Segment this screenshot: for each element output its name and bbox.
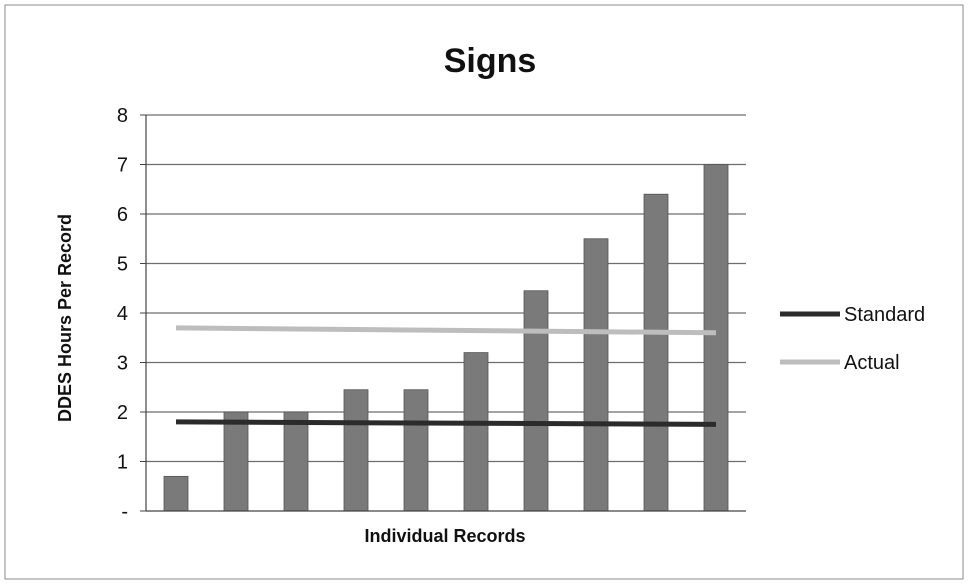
bar xyxy=(583,238,609,512)
series-line-actual xyxy=(175,325,717,336)
y-tick-label: 7 xyxy=(117,155,128,177)
reference-lines xyxy=(175,325,717,427)
series-line-standard xyxy=(175,419,717,427)
bar xyxy=(283,411,309,512)
y-tick-label: 4 xyxy=(117,303,128,325)
bar xyxy=(643,193,669,512)
y-tick-label: 1 xyxy=(117,452,128,474)
bar xyxy=(223,411,249,512)
y-tick-label: 6 xyxy=(117,204,128,226)
bars xyxy=(163,164,729,512)
y-tick-label: 2 xyxy=(117,402,128,424)
legend-label-standard: Standard xyxy=(844,304,925,326)
legend: Standard Actual xyxy=(780,304,925,374)
chart-title: Signs xyxy=(444,42,537,80)
y-tick-label: 5 xyxy=(117,254,128,276)
y-tick-label: 8 xyxy=(117,105,128,127)
y-axis-title: DDES Hours Per Record xyxy=(55,214,75,422)
y-tick-label: 3 xyxy=(117,353,128,375)
bar xyxy=(403,389,429,512)
bar xyxy=(703,164,729,512)
bar xyxy=(343,389,369,512)
bar xyxy=(163,475,189,512)
y-tick-label: - xyxy=(121,501,128,523)
axes: - 1 2 3 4 5 6 7 8 xyxy=(117,105,746,523)
legend-label-actual: Actual xyxy=(844,352,900,374)
bar xyxy=(463,352,489,512)
bar xyxy=(523,290,549,512)
x-axis-title: Individual Records xyxy=(364,526,525,546)
